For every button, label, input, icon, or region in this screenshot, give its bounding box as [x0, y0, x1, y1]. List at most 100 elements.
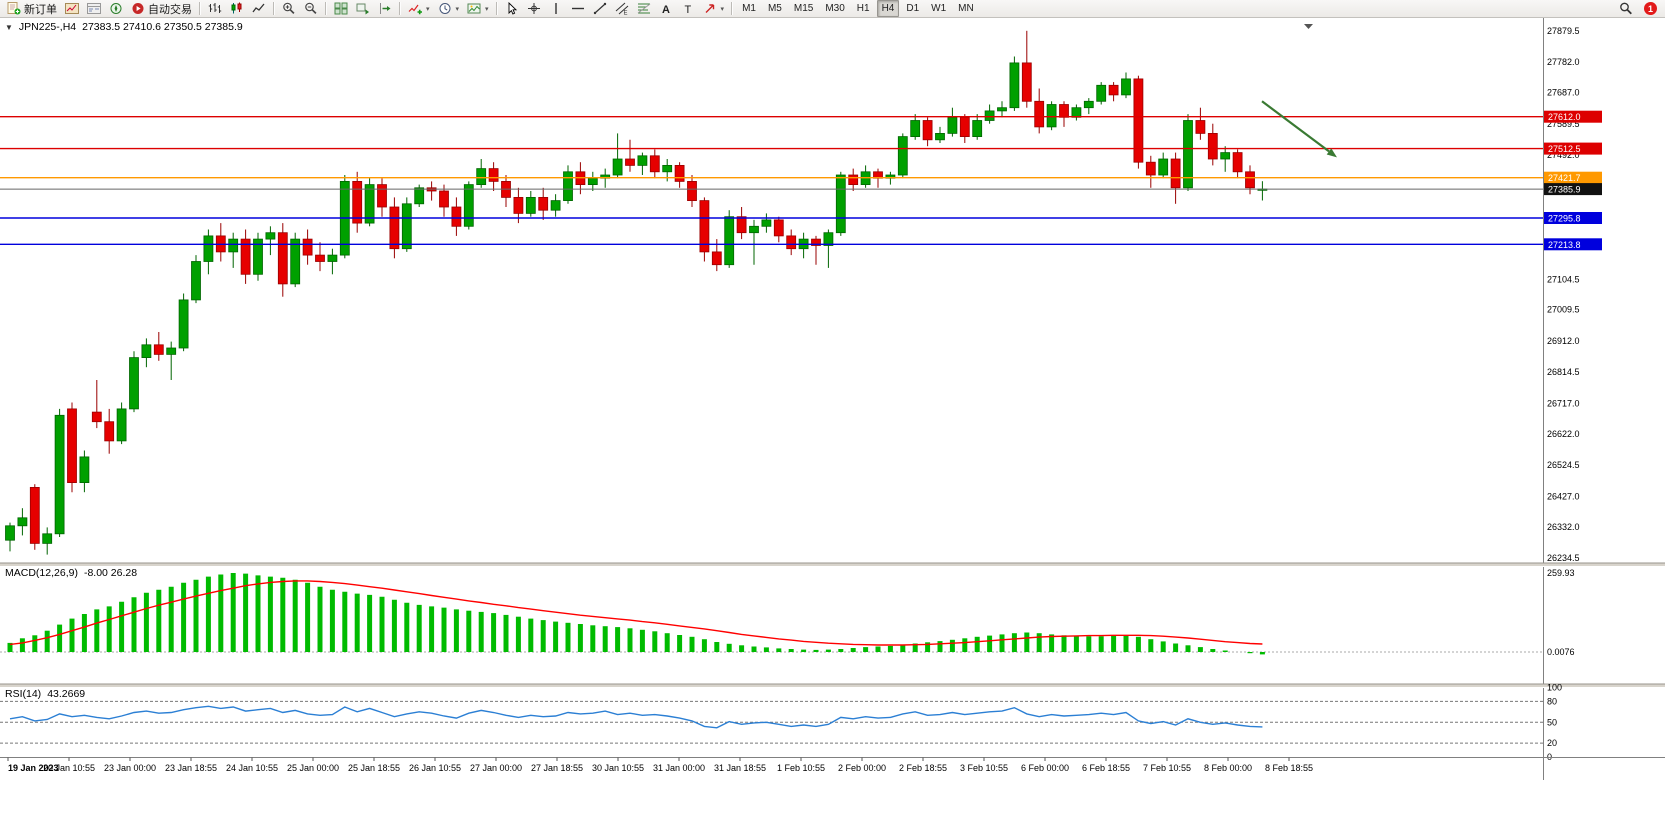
- timeframe-w1[interactable]: W1: [931, 3, 947, 14]
- x-axis-label: 23 Jan 18:55: [165, 763, 217, 773]
- x-axis-label: 20 Jan 10:55: [43, 763, 95, 773]
- timeframe-h4[interactable]: H4: [876, 0, 900, 17]
- x-axis-label: 8 Feb 18:55: [1265, 763, 1313, 773]
- chevron-down-icon: ▾: [485, 5, 489, 13]
- arrows-button[interactable]: ▾: [699, 0, 729, 18]
- fibonacci-button[interactable]: [633, 0, 655, 18]
- arrow-annotation[interactable]: [1261, 100, 1337, 158]
- profiles-button[interactable]: [83, 0, 105, 18]
- candle: [699, 200, 710, 253]
- candle: [191, 261, 201, 301]
- navigator-button[interactable]: [105, 0, 127, 18]
- toolbar-separator: [495, 2, 498, 15]
- timeframe-m1[interactable]: M1: [742, 3, 756, 14]
- candle: [5, 525, 15, 541]
- candle: [563, 171, 573, 202]
- chart-shift-marker[interactable]: [1304, 24, 1313, 29]
- x-axis-label: 31 Jan 00:00: [653, 763, 705, 773]
- notification-badge[interactable]: 1: [1644, 2, 1657, 15]
- toolbar: 新订单 自动交易 ▾ ▾ ▾ E A T ▾ M1 M5 M15 M30 H1 H4 D1 W1 MN 1: [0, 0, 1665, 18]
- autotrading-button[interactable]: 自动交易: [127, 0, 196, 18]
- chart-type-bars-button[interactable]: [204, 0, 226, 18]
- candle: [129, 357, 139, 410]
- charts-button[interactable]: [61, 0, 83, 18]
- y-axis-label: 27009.5: [1547, 305, 1580, 315]
- candle: [736, 216, 747, 234]
- bars-icon: [208, 2, 222, 15]
- text-button[interactable]: A: [655, 0, 677, 18]
- candle: [67, 408, 77, 483]
- cursor-button[interactable]: [501, 0, 523, 18]
- svg-text:27295.8: 27295.8: [1548, 214, 1581, 224]
- candle: [476, 168, 487, 186]
- panel-splitter[interactable]: [0, 563, 1665, 567]
- chevron-down-icon: ▾: [455, 5, 460, 13]
- toolbar-separator: [273, 2, 275, 15]
- x-axis-label: 27 Jan 18:55: [531, 763, 583, 773]
- horizontal-line-button[interactable]: [567, 0, 589, 18]
- indicators-icon: [408, 2, 422, 15]
- collapse-icon[interactable]: ▼: [5, 23, 13, 32]
- candle: [1046, 104, 1057, 128]
- tile-windows-button[interactable]: [330, 0, 352, 18]
- zoom-out-button[interactable]: [300, 0, 322, 18]
- chart-shift-icon: [378, 2, 392, 15]
- vertical-line-button[interactable]: [545, 0, 567, 18]
- timeframe-m5[interactable]: M5: [767, 3, 782, 14]
- equidistant-channel-button[interactable]: E: [611, 0, 633, 18]
- macd-values: -8.00 26.28: [83, 567, 138, 579]
- candle: [1220, 152, 1231, 160]
- candle: [1083, 100, 1094, 109]
- y-axis-label: 27492.0: [1547, 150, 1580, 160]
- navigator-icon: [109, 2, 123, 15]
- autotrading-label: 自动交易: [148, 3, 192, 16]
- price-lines: [0, 115, 1544, 246]
- candle: [761, 219, 772, 227]
- panel-splitter[interactable]: [0, 684, 1665, 688]
- candle: [935, 133, 945, 141]
- templates-button[interactable]: ▾: [463, 0, 493, 18]
- text-label-button[interactable]: T: [677, 0, 699, 18]
- chart-shift-button[interactable]: [374, 0, 396, 18]
- periods-button[interactable]: ▾: [434, 0, 464, 18]
- zoom-in-button[interactable]: [278, 0, 300, 18]
- indicators-button[interactable]: ▾: [404, 0, 434, 18]
- timeframe-mn[interactable]: MN: [958, 3, 974, 14]
- timeframe-m15[interactable]: M15: [793, 3, 814, 14]
- candle: [625, 158, 635, 166]
- timeframe-h1[interactable]: H1: [856, 3, 870, 14]
- timeframe-m30[interactable]: M30: [825, 3, 845, 14]
- svg-text:27421.7: 27421.7: [1548, 173, 1581, 183]
- candle: [253, 238, 263, 275]
- crosshair-button[interactable]: [523, 0, 545, 18]
- chart-type-line-button[interactable]: [248, 0, 270, 18]
- candle: [104, 421, 115, 442]
- candle: [203, 235, 214, 262]
- candle: [649, 155, 660, 173]
- rsi-axis-label: 50: [1547, 717, 1557, 727]
- y-axis[interactable]: 27879.5 27782.0 27687.0 27589.5 27492.0 27104…: [1543, 18, 1603, 780]
- candle: [897, 136, 908, 176]
- chart-type-candles-button[interactable]: [226, 0, 248, 18]
- macd-signal-line: [9, 580, 1263, 646]
- auto-arrange-button[interactable]: [352, 0, 374, 18]
- candle: [389, 206, 400, 250]
- new-order-button[interactable]: 新订单: [3, 0, 61, 18]
- rsi-panel: 1008050200: [0, 683, 1562, 762]
- search-button[interactable]: [1615, 0, 1637, 18]
- timeframe-d1[interactable]: D1: [906, 3, 920, 14]
- chart-canvas[interactable]: 27879.5 27782.0 27687.0 27589.5 27492.0 27104…: [0, 18, 1665, 832]
- ohlc-values: 27383.5 27410.6 27350.5 27385.9: [82, 21, 243, 33]
- toolbar-separator: [399, 2, 401, 15]
- fibonacci-icon: [637, 2, 651, 15]
- candle: [1195, 120, 1206, 134]
- x-axis-label: 30 Jan 10:55: [592, 763, 644, 773]
- candle: [1108, 84, 1119, 96]
- x-axis-label: 23 Jan 00:00: [104, 763, 156, 773]
- candle: [290, 238, 301, 285]
- trendline-button[interactable]: [589, 0, 611, 18]
- candle: [1232, 152, 1243, 173]
- y-axis-label: 26234.5: [1547, 553, 1580, 563]
